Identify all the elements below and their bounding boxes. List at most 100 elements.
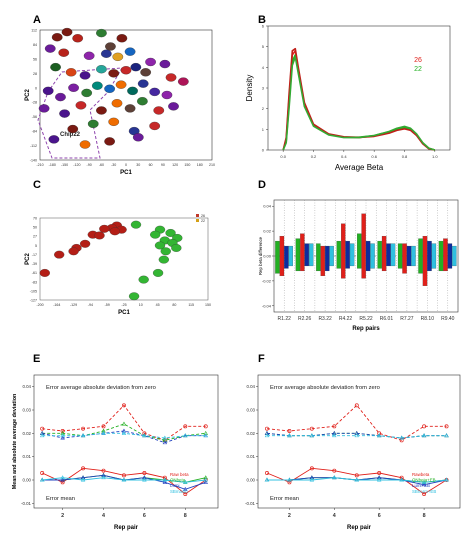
x-tick-label: -90: [87, 163, 92, 167]
series-point: [142, 431, 147, 436]
y-tick-label: -105: [30, 289, 37, 293]
x-tick-label: -129: [70, 303, 77, 307]
y-tick-label: 1: [262, 127, 265, 132]
series-line: [42, 423, 206, 441]
y-tick-label: 6: [262, 24, 265, 29]
series-point: [422, 424, 427, 429]
x-tick-label: 120: [172, 163, 178, 167]
y-axis-label: Density: [245, 75, 254, 102]
y-tick-label: -0.04: [262, 303, 272, 308]
x-tick-label: 8: [184, 513, 187, 519]
x-tick-label: -150: [61, 163, 68, 167]
y-tick-label: 2: [262, 106, 265, 111]
legend-label: 22: [201, 219, 205, 223]
scatter-point: [120, 66, 132, 75]
scatter-point: [150, 230, 161, 239]
series-point: [264, 430, 270, 435]
series-point: [183, 486, 188, 491]
x-axis-label: Rep pair: [347, 525, 372, 531]
x-tick-label: 180: [197, 163, 203, 167]
series-point: [81, 426, 86, 431]
series-point: [354, 473, 359, 478]
legend-label: QNbeta+EB: [412, 478, 436, 483]
y-tick-label: 0.00: [22, 478, 31, 483]
box: [438, 240, 444, 272]
scatter-point: [65, 68, 77, 77]
y-tick-label: -0.02: [262, 278, 272, 283]
x-axis-label: PC1: [118, 310, 130, 316]
series-point: [399, 438, 404, 443]
x-tick-label: 6: [143, 513, 146, 519]
box: [325, 245, 330, 272]
chip22-annotation: Chip22: [60, 132, 81, 138]
x-tick-label: 4: [333, 513, 336, 519]
series-point: [80, 475, 86, 480]
series-point: [183, 424, 188, 429]
box: [345, 240, 350, 269]
scatter-point: [112, 52, 124, 61]
series-point: [162, 479, 168, 484]
series-point: [60, 477, 65, 482]
series-point: [162, 475, 167, 480]
x-tick-label: 150: [205, 303, 211, 307]
density-curve: [282, 56, 436, 151]
y-tick-label: 27: [33, 235, 37, 239]
series-point: [444, 424, 449, 429]
x-tick-label: -60: [99, 163, 104, 167]
y-tick-label: 0.04: [263, 204, 272, 209]
y-axis-label: Mean and absolute average deviation: [12, 394, 18, 490]
scatter-point: [104, 137, 115, 146]
scatter-point: [158, 255, 169, 264]
y-tick-label: 28: [33, 72, 37, 76]
series-point: [162, 437, 168, 442]
y-tick-label: -28: [32, 101, 37, 105]
plot-frame: [257, 374, 461, 509]
panel-label-c: C: [33, 179, 41, 191]
legend-label: 26: [414, 57, 422, 64]
panel-label-e: E: [33, 353, 41, 365]
x-tick-label: 90: [161, 163, 165, 167]
legend-label: Lumi: [170, 483, 180, 488]
title-bottom: Error mean: [270, 496, 299, 502]
scatter-point: [111, 99, 123, 108]
scatter-point: [124, 104, 136, 113]
scatter-point: [159, 59, 171, 69]
box: [316, 243, 321, 272]
legend-label: 26: [201, 214, 205, 218]
scatter-point: [42, 86, 54, 96]
legend-label: QNbeta: [170, 478, 186, 483]
series-line: [42, 467, 206, 495]
panel-f-error-lines: 0.04 0.03 0.02 0.01 0.00 -0.01 2 4 6 8 Rep pair Err…: [245, 374, 461, 531]
scatter-point: [165, 73, 177, 82]
y-tick-label: 0: [35, 86, 37, 90]
series-point: [444, 433, 449, 438]
box: [427, 240, 432, 272]
box: [320, 245, 325, 277]
series-line: [266, 404, 447, 441]
x-tick-label: 60: [149, 163, 153, 167]
series-point: [101, 472, 106, 477]
series-point: [332, 430, 337, 435]
x-tick-label: -25: [121, 303, 126, 307]
series-line: [266, 467, 447, 495]
panel-label-d: D: [258, 179, 266, 191]
x-tick-label: 0.4: [341, 154, 347, 159]
y-tick-label: -112: [30, 144, 37, 148]
scatter-point: [39, 268, 50, 277]
box: [304, 243, 309, 267]
series-point: [40, 426, 45, 431]
legend-label: SBnorm+EB: [412, 489, 436, 494]
box: [377, 240, 382, 269]
x-tick-label: -59: [105, 303, 110, 307]
x-tick-label: R3.22: [318, 316, 332, 322]
scatter-point: [171, 244, 182, 252]
x-tick-label: 0.8: [402, 154, 408, 159]
x-tick-label: -120: [73, 163, 80, 167]
scatter-point: [108, 117, 120, 126]
series-line: [267, 477, 447, 483]
series-point: [142, 433, 147, 438]
x-axis-label: Rep pairs: [352, 326, 380, 332]
y-tick-label: -84: [32, 130, 37, 134]
plot-frame: [39, 29, 213, 161]
scatter-point: [116, 34, 128, 43]
